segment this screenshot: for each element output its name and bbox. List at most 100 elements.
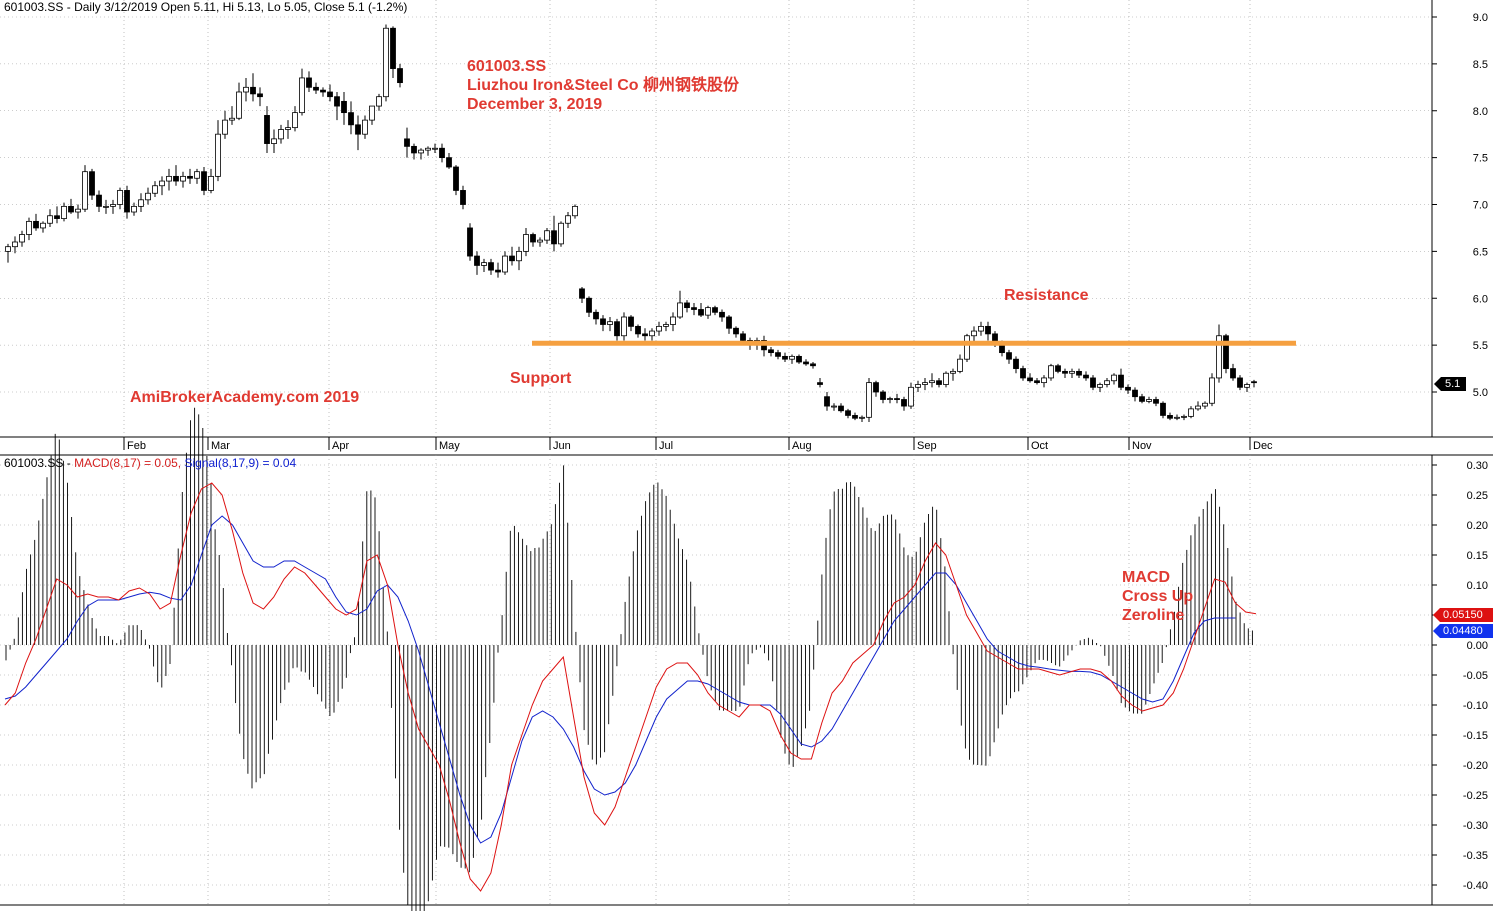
candle-body [334, 96, 340, 107]
candle-body [61, 205, 67, 219]
candle [1160, 401, 1166, 419]
candle-body [229, 117, 235, 121]
candle [1118, 368, 1124, 391]
month-label: Aug [792, 440, 812, 452]
candle-body [40, 222, 46, 229]
last-price-badge: 5.1 [1445, 378, 1461, 390]
candle [180, 171, 186, 188]
candle-body [1216, 335, 1222, 379]
candle [887, 396, 893, 404]
candle-body [110, 204, 116, 207]
candle-body [901, 399, 907, 407]
candle [1188, 406, 1194, 419]
candle-body [586, 297, 592, 313]
macd-header-signal: Signal(8,17,9) = 0.04 [184, 456, 297, 470]
price-tick-label: 8.0 [1473, 106, 1488, 118]
candle [593, 309, 599, 325]
candle-body [1132, 389, 1138, 398]
candle-body [215, 133, 221, 177]
price-tick-label: 5.0 [1473, 387, 1488, 399]
candle-body [537, 239, 543, 243]
candle [523, 227, 529, 257]
x-axis-months: Feb Mar Apr May Jun Jul Aug Sep Oct Nov Dec [123, 437, 1273, 452]
candle-body [166, 175, 172, 182]
candle [670, 312, 676, 332]
candle-body [887, 398, 893, 400]
candle [1097, 382, 1103, 392]
title-line-date: December 3, 2019 [467, 96, 603, 113]
candle-body [803, 361, 809, 365]
macd-tick-label: 0.10 [1467, 580, 1488, 592]
candle-body [1146, 399, 1152, 402]
candle [712, 305, 718, 316]
candle [586, 296, 592, 317]
candle [166, 168, 172, 191]
candle-body [894, 398, 900, 400]
price-header-text: Daily 3/12/2019 Open 5.11, Hi 5.13, Lo 5… [74, 0, 408, 14]
candle-body [1111, 374, 1117, 382]
candle-body [768, 349, 774, 354]
price-header-sep: - [66, 0, 75, 14]
support-label: Support [510, 370, 572, 387]
candle [642, 328, 648, 341]
candle-body [649, 330, 655, 337]
candle-body [824, 396, 830, 407]
candle [852, 412, 858, 421]
candle [1153, 396, 1159, 407]
candle-body [474, 255, 480, 266]
candle-body [1181, 415, 1187, 418]
candle [68, 198, 74, 214]
candle [768, 347, 774, 357]
candle [40, 221, 46, 233]
candle-body [180, 175, 186, 182]
candle-body [831, 405, 837, 408]
candle [54, 206, 60, 224]
macd-tick-label: -0.35 [1463, 850, 1488, 862]
macd-header: 601003.SS - MACD(8,17) = 0.05, Signal(8,… [4, 456, 296, 470]
candle [1013, 356, 1019, 374]
candle-body [145, 192, 151, 201]
candle [831, 403, 837, 411]
candle [1216, 324, 1222, 383]
candle [362, 115, 368, 139]
macd-tick-label: -0.15 [1463, 730, 1488, 742]
candle [250, 73, 256, 102]
candle-body [530, 234, 536, 243]
candle-body [705, 307, 711, 316]
candle [145, 187, 151, 205]
candle [61, 202, 67, 222]
candle [530, 232, 536, 247]
candle-body [1202, 402, 1208, 407]
candle-body [1083, 374, 1089, 379]
candle-body [47, 215, 53, 224]
candle [1006, 349, 1012, 364]
candle-body [726, 316, 732, 329]
candle-body [19, 234, 25, 243]
candle-body [236, 91, 242, 119]
candle [544, 227, 550, 244]
macd-tick-label: -0.05 [1463, 670, 1488, 682]
candle-body [397, 68, 403, 84]
candle-body [313, 86, 319, 91]
candle-body [194, 171, 200, 179]
candle [579, 287, 585, 303]
candle [894, 393, 900, 404]
candle [1230, 363, 1236, 381]
candle-body [138, 199, 144, 207]
candle [33, 213, 39, 231]
macd-y-axis: 0.300.250.200.150.100.050.00-0.05-0.10-0… [1432, 460, 1488, 892]
candle-body [1237, 377, 1243, 388]
macd-tick-label: -0.40 [1463, 880, 1488, 892]
candle-body [1069, 370, 1075, 374]
candle-body [544, 230, 550, 241]
candle-body [12, 241, 18, 248]
candle [796, 354, 802, 364]
candle-body [173, 175, 179, 182]
macd-note-line-3: Zeroline [1122, 607, 1185, 624]
candle-body [124, 190, 130, 213]
candle [621, 312, 627, 341]
candle [383, 24, 389, 102]
candle [292, 106, 298, 132]
price-tick-label: 5.5 [1473, 340, 1488, 352]
candle [397, 63, 403, 88]
